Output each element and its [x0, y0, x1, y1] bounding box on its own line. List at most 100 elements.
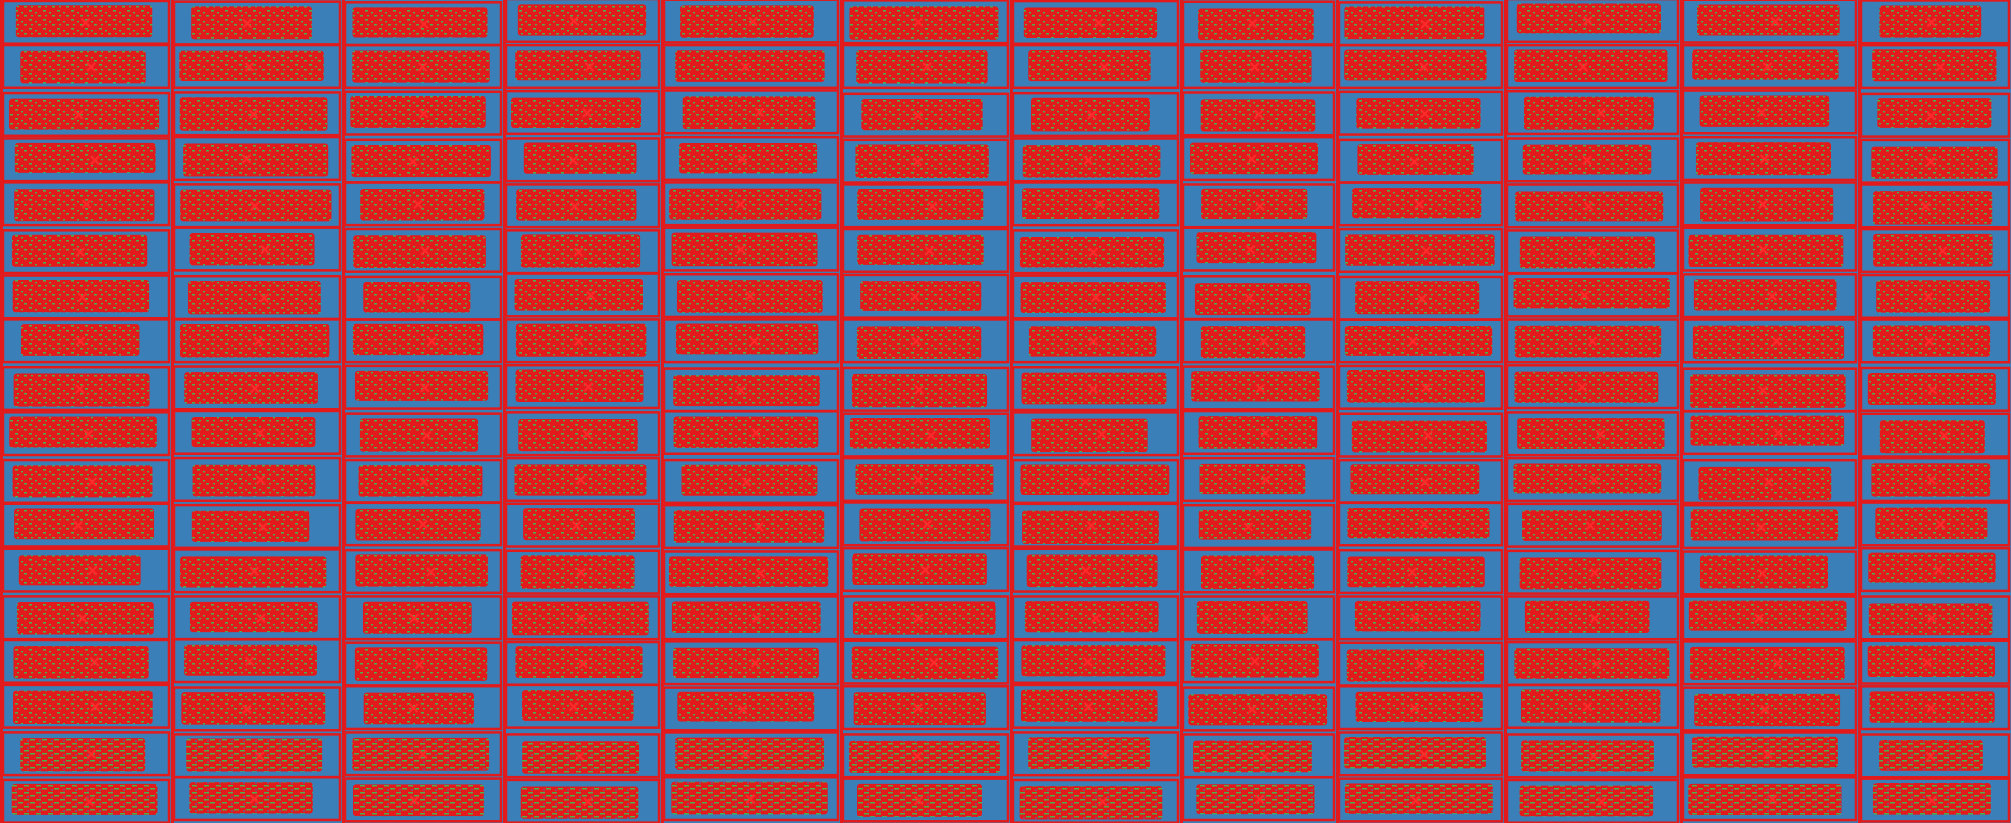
plot-border — [841, 733, 1010, 779]
plot-border — [343, 548, 503, 595]
plot-center-marker — [1247, 704, 1257, 715]
plot-center-marker — [1254, 566, 1265, 577]
vegetation-region — [1514, 648, 1670, 679]
plot-center-marker — [576, 567, 586, 578]
plot-center-marker — [575, 751, 585, 761]
vegetation-region — [849, 6, 999, 40]
plot-center-marker — [1087, 110, 1097, 120]
vegetation-region — [1352, 188, 1482, 219]
plot-center-marker — [914, 795, 924, 806]
plot-border — [1181, 318, 1336, 364]
plot-border — [1337, 595, 1504, 641]
plot-center-marker — [1419, 62, 1429, 72]
plot-border — [172, 548, 342, 594]
plot-center-marker — [735, 199, 746, 209]
plot-center-marker — [242, 704, 252, 715]
vegetation-region — [352, 323, 484, 356]
plot-center-marker — [77, 292, 88, 303]
plot-center-marker — [583, 382, 594, 392]
plot-border — [504, 272, 661, 318]
plot-border — [662, 595, 840, 641]
plot-border — [343, 43, 503, 90]
plot-border — [841, 685, 1010, 731]
vegetation-region — [1700, 187, 1834, 222]
plot-center-marker — [749, 336, 760, 346]
plot-center-marker — [413, 199, 423, 209]
plot-border — [1505, 272, 1680, 318]
vegetation-region — [189, 232, 315, 266]
plot-border — [343, 731, 503, 777]
plot-center-marker — [1083, 702, 1094, 712]
plot-center-marker — [409, 613, 419, 623]
vegetation-region — [16, 602, 154, 635]
vegetation-region — [517, 4, 647, 36]
plot-border — [172, 638, 342, 684]
plot-center-marker — [1758, 385, 1768, 396]
plot-center-marker — [1577, 382, 1587, 392]
plot-center-marker — [1086, 520, 1097, 531]
plot-center-marker — [87, 477, 97, 487]
plot-center-marker — [913, 613, 924, 624]
plot-center-marker — [754, 107, 765, 118]
vegetation-region — [1355, 691, 1483, 722]
vegetation-region — [355, 554, 488, 587]
plot-border — [1681, 135, 1858, 182]
plot-border — [1181, 776, 1336, 822]
plot-border — [504, 318, 661, 364]
plot-center-marker — [1081, 565, 1091, 576]
plot-border — [662, 318, 840, 364]
vegetation-region — [515, 50, 641, 81]
vegetation-region — [1690, 415, 1845, 446]
vegetation-region — [14, 142, 156, 173]
plot-center-marker — [253, 336, 264, 346]
plot-border — [172, 226, 342, 272]
column-separator — [503, 0, 506, 823]
plot-center-marker — [1926, 475, 1937, 485]
plot-center-marker — [83, 429, 94, 439]
plot-center-marker — [414, 659, 425, 670]
plot-center-marker — [1420, 477, 1430, 487]
plot-center-marker — [1419, 519, 1429, 530]
plot-border — [172, 775, 342, 822]
plot-border — [1181, 43, 1336, 90]
plot-center-marker — [911, 336, 921, 347]
plot-border — [1681, 409, 1858, 456]
vegetation-region — [11, 783, 158, 815]
vegetation-region — [1873, 233, 1993, 267]
plot-border — [1859, 639, 2011, 685]
plot-border — [1859, 183, 2011, 229]
vegetation-region — [861, 99, 983, 131]
plot-border — [1337, 548, 1504, 595]
plot-border — [662, 731, 840, 777]
plot-border — [1859, 546, 2011, 593]
plot-border — [1011, 0, 1180, 46]
vegetation-region — [1879, 420, 1985, 454]
plot-center-marker — [420, 246, 430, 256]
plot-center-marker — [1922, 657, 1932, 668]
plot-center-marker — [427, 336, 437, 346]
plot-border — [841, 318, 1010, 364]
plot-border — [662, 43, 840, 90]
plot-center-marker — [1583, 16, 1593, 26]
plot-center-marker — [1920, 201, 1931, 212]
plot-center-marker — [582, 108, 592, 118]
plot-center-marker — [927, 201, 938, 212]
plot-center-marker — [89, 657, 100, 667]
plot-border — [1337, 501, 1504, 547]
plot-border — [1505, 683, 1680, 729]
plot-center-marker — [912, 156, 923, 167]
vegetation-region — [1872, 49, 1997, 82]
vegetation-region — [351, 144, 491, 178]
plot-center-marker — [1410, 613, 1421, 624]
plot-center-marker — [90, 702, 101, 712]
vegetation-region — [359, 418, 479, 452]
vegetation-region — [1522, 510, 1662, 541]
plot-center-marker — [426, 567, 436, 577]
vegetation-region — [1346, 649, 1485, 682]
plot-border — [662, 409, 840, 455]
plot-center-marker — [1762, 62, 1773, 72]
plot-center-marker — [568, 155, 578, 166]
plot-border — [1011, 502, 1180, 548]
vegetation-region — [1346, 369, 1485, 403]
plot-center-marker — [736, 385, 746, 396]
